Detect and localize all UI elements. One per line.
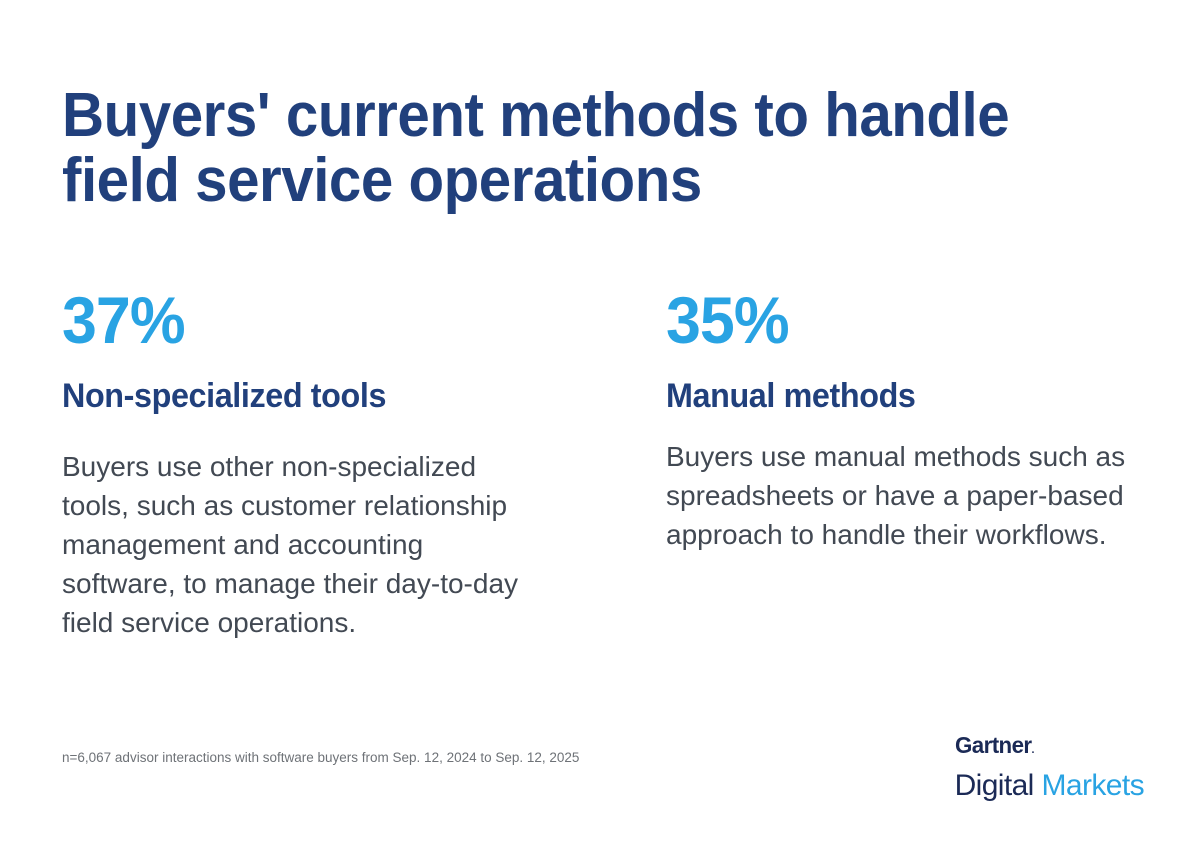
logo-digital-text: Digital [954,769,1035,802]
footnote-sample-size: n=6,067 advisor interactions with softwa… [62,750,580,765]
stat-heading-manual-methods: Manual methods [666,377,916,415]
stat-body-manual-methods: Buyers use manual methods such as spread… [666,441,1126,550]
registered-mark-icon: . [1031,744,1035,756]
logo-digital-markets-wordmark: Digital Markets [954,769,1145,802]
gartner-digital-markets-logo: Gartner. Digital Markets [954,733,1145,802]
stats-columns: 37% Non-specialized tools Buyers use oth… [62,285,1138,642]
logo-gartner-wordmark: Gartner. [955,733,1139,763]
logo-markets-text: Markets [1041,769,1145,802]
page-title: Buyers' current methods to handle field … [62,81,1025,215]
stat-body-non-specialized-tools: Buyers use other non-specialized tools, … [62,451,519,638]
stat-value-manual-methods: 35% [666,283,790,357]
stat-value-non-specialized-tools: 37% [62,283,186,357]
stat-column-manual-methods: 35% Manual methods Buyers use manual met… [666,285,1138,642]
stat-column-non-specialized-tools: 37% Non-specialized tools Buyers use oth… [62,285,666,642]
logo-gartner-text: Gartner [954,732,1032,758]
stat-heading-non-specialized-tools: Non-specialized tools [62,377,387,415]
title-block: Buyers' current methods to handle field … [62,83,1122,213]
